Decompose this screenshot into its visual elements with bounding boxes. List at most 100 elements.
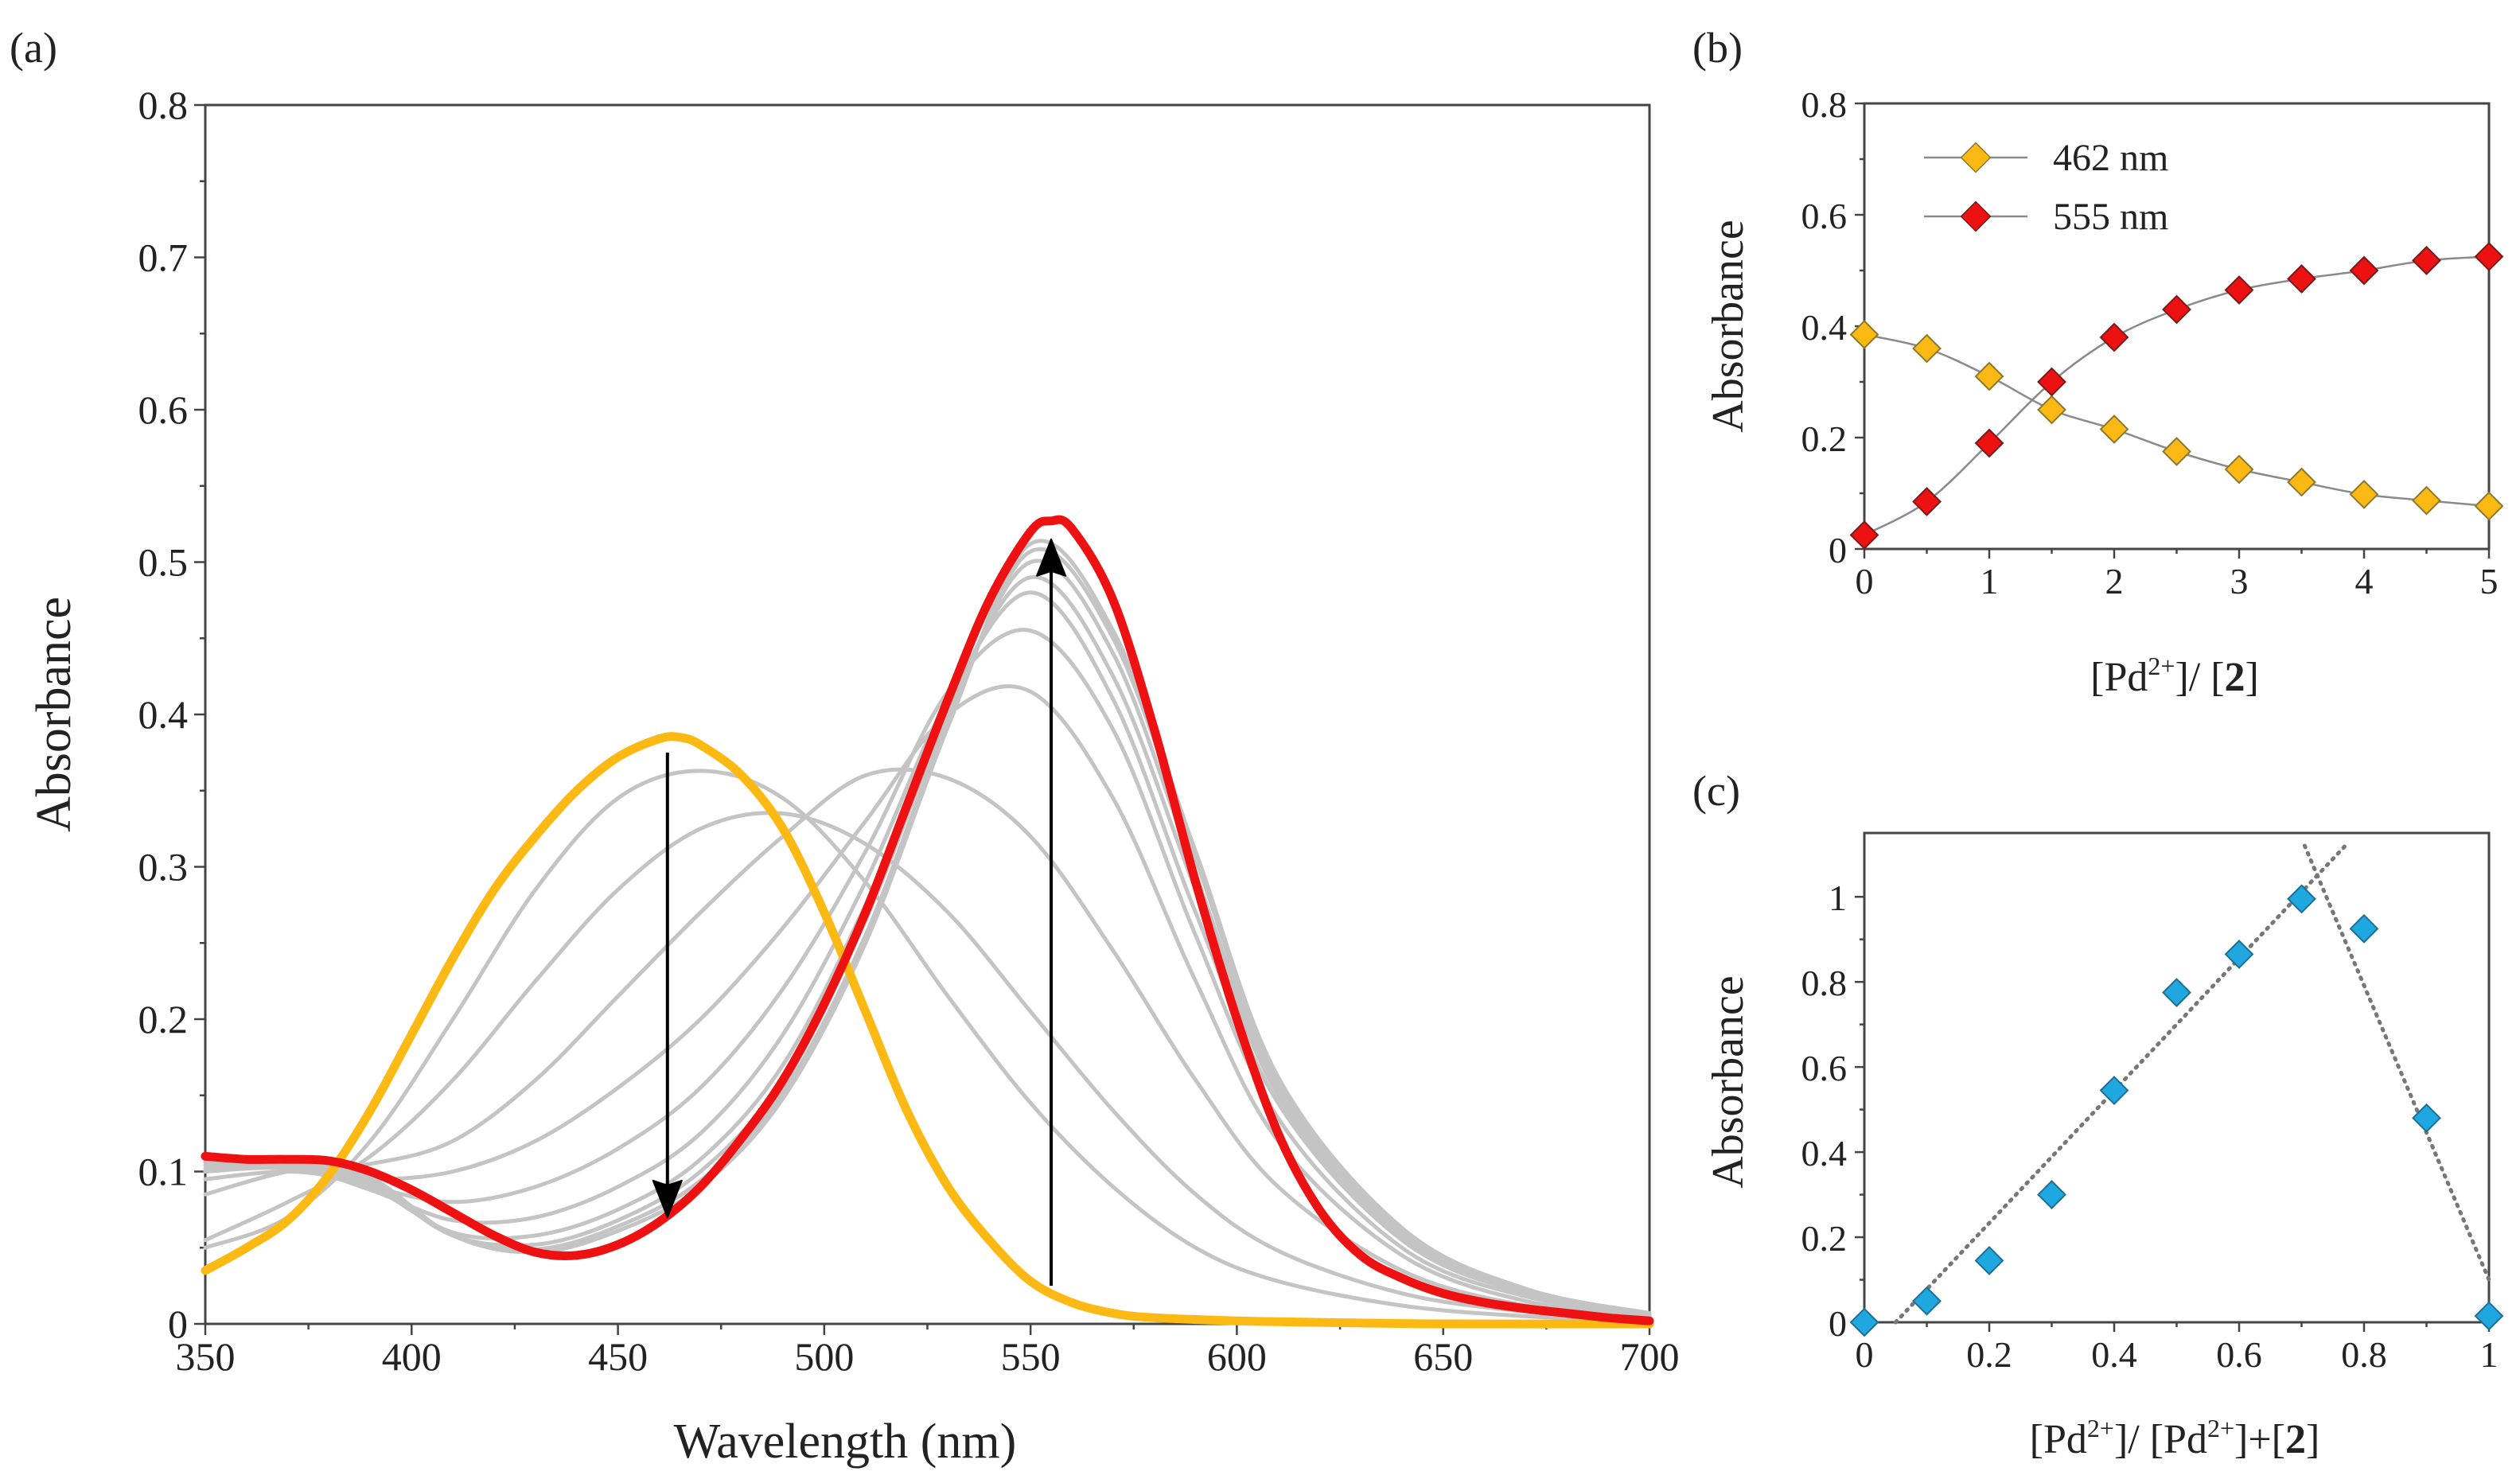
data-point-555-nm bbox=[1912, 487, 1942, 516]
panel-a-series-layer bbox=[201, 515, 1654, 1329]
data-point-555-nm bbox=[2349, 255, 2379, 286]
panel-c-x-tick-label: 0.4 bbox=[2091, 1334, 2137, 1375]
data-point-555-nm bbox=[1974, 428, 2004, 458]
panel-c-x-tick-label: 1 bbox=[2480, 1334, 2499, 1375]
panel-b-x-tick-label: 3 bbox=[2230, 561, 2249, 601]
spectrum-line bbox=[201, 515, 1654, 1325]
panel-c-x-tick-label: 0.2 bbox=[1966, 1334, 2012, 1375]
panel-c-y-tick-label: 0.2 bbox=[1801, 1218, 1848, 1259]
panel-a-y-tick-label: 0.1 bbox=[138, 1150, 189, 1194]
panel-b-y-tick-label: 0.2 bbox=[1801, 418, 1848, 459]
jobs-data-point bbox=[2287, 884, 2316, 914]
panel-a-x-tick-label: 600 bbox=[1207, 1334, 1267, 1379]
data-point-462-nm bbox=[2099, 415, 2129, 444]
jobs-data-point bbox=[2224, 939, 2254, 969]
panel-b-ticks bbox=[1855, 102, 2491, 559]
panel-c-x-tick-label: 0 bbox=[1856, 1334, 1874, 1375]
panel-a-y-tick-label: 0.2 bbox=[138, 997, 189, 1041]
data-point-462-nm bbox=[2224, 454, 2254, 485]
jobs-data-point bbox=[2099, 1076, 2129, 1105]
panel-a-x-tick-label: 350 bbox=[176, 1334, 236, 1379]
panel-b-x-axis-title: [Pd2+]/ [2] bbox=[2090, 652, 2259, 700]
panel-a-arrows bbox=[652, 538, 1067, 1286]
increase-arrow-head bbox=[1036, 538, 1067, 577]
data-point-555-nm bbox=[2412, 245, 2441, 275]
data-point-462-nm bbox=[2287, 467, 2316, 497]
panel-a-y-tick-label: 0.4 bbox=[138, 692, 189, 737]
data-point-462-nm bbox=[1974, 361, 2004, 391]
spectrum-line bbox=[203, 590, 1652, 1317]
panel-c-x-tick-label: 0.6 bbox=[2216, 1334, 2262, 1375]
panel-b-label: (b) bbox=[1692, 24, 1743, 72]
panel-c-points-layer bbox=[1849, 884, 2504, 1337]
data-point-555-nm bbox=[2287, 264, 2316, 294]
spectrum-line bbox=[201, 732, 1654, 1329]
panel-a-y-tick-labels: 0 0.1 0.2 0.3 0.4 0.5 0.6 0.7 0.8 bbox=[138, 83, 189, 1346]
jobs-data-point bbox=[1912, 1286, 1942, 1316]
panel-b-series-layer bbox=[1849, 242, 2504, 550]
panel-a-plot-frame bbox=[204, 103, 1651, 1325]
panel-a-y-tick-label: 0.3 bbox=[138, 845, 189, 889]
data-point-462-nm bbox=[1849, 320, 1879, 349]
spectrum-line bbox=[203, 574, 1652, 1316]
panel-a-y-tick-label: 0.6 bbox=[138, 387, 189, 432]
panel-b-y-tick-label: 0.6 bbox=[1801, 196, 1848, 236]
panel-a-x-tick-label: 450 bbox=[588, 1334, 648, 1379]
panel-a-y-tick-label: 0.7 bbox=[138, 235, 189, 280]
data-point-462-nm bbox=[2412, 485, 2441, 516]
panel-a-spectra-chart: (a) 0 0.1 0.2 0.3 0.4 0.5 0.6 0.7 0.8 35… bbox=[10, 24, 1680, 1469]
panel-b-x-tick-label: 0 bbox=[1856, 561, 1874, 601]
panel-a-label: (a) bbox=[10, 24, 57, 72]
panel-a-x-tick-label: 700 bbox=[1620, 1334, 1680, 1379]
panel-a-x-tick-label: 550 bbox=[1001, 1334, 1061, 1379]
jobs-data-point bbox=[2349, 913, 2379, 944]
panel-c-x-axis-title: [Pd2+]/ [Pd2+]+[2] bbox=[2030, 1414, 2320, 1462]
panel-c-plot-frame bbox=[1863, 831, 2491, 1324]
legend-462-label: 462 nm bbox=[2053, 137, 2168, 179]
legend-555-marker bbox=[1960, 200, 1992, 232]
spectrum-line bbox=[203, 767, 1652, 1320]
data-point-462-nm bbox=[1912, 333, 1942, 364]
data-point-555-nm bbox=[1849, 520, 1879, 550]
panel-c-y-tick-label: 0.8 bbox=[1801, 963, 1848, 1003]
panel-c-y-tick-labels: 0 0.2 0.4 0.6 0.8 1 bbox=[1801, 878, 1848, 1344]
panel-a-x-tick-label: 650 bbox=[1413, 1334, 1473, 1379]
spectrum-line bbox=[203, 628, 1652, 1317]
panel-c-y-tick-label: 0 bbox=[1829, 1303, 1847, 1344]
panel-c-label: (c) bbox=[1692, 767, 1740, 815]
data-point-555-nm bbox=[2099, 322, 2129, 352]
spectrum-line bbox=[203, 769, 1652, 1323]
panel-b-y-axis-title: Absorbance bbox=[1704, 220, 1753, 432]
series-line-462-nm bbox=[1864, 333, 2490, 508]
data-point-555-nm bbox=[2474, 242, 2504, 271]
panel-b-titration-chart: (b) 0 0.2 0.4 0.6 0.8 0 1 2 3 4 5 462 nm… bbox=[1692, 24, 2504, 700]
panel-a-y-axis-title: Absorbance bbox=[27, 597, 81, 832]
jobs-data-point bbox=[1974, 1246, 2004, 1275]
spectrum-line bbox=[203, 539, 1652, 1316]
jobs-data-point bbox=[1849, 1307, 1879, 1337]
panel-c-x-tick-labels: 0 0.2 0.4 0.6 0.8 1 bbox=[1856, 1334, 2499, 1375]
jobs-data-point bbox=[2037, 1180, 2066, 1209]
panel-b-x-tick-label: 1 bbox=[1981, 561, 1999, 601]
panel-b-plot-frame bbox=[1863, 102, 2491, 551]
panel-a-x-axis-title: Wavelength (nm) bbox=[674, 1415, 1017, 1469]
data-point-555-nm bbox=[2162, 294, 2191, 325]
panel-b-x-tick-label: 2 bbox=[2105, 561, 2124, 601]
fit-line-falling bbox=[2302, 843, 2491, 1283]
panel-c-jobs-plot: (c) 0 0.2 0.4 0.6 0.8 1 0 0.2 0.4 0.6 0.… bbox=[1692, 767, 2504, 1462]
data-point-462-nm bbox=[2349, 479, 2379, 509]
panel-b-x-tick-labels: 0 1 2 3 4 5 bbox=[1856, 561, 2499, 601]
panel-c-y-tick-label: 0.6 bbox=[1801, 1048, 1848, 1088]
legend-462-marker bbox=[1960, 142, 1992, 173]
legend-555-label: 555 nm bbox=[2053, 196, 2168, 238]
panel-a-x-tick-label: 500 bbox=[794, 1334, 854, 1379]
jobs-data-point bbox=[2412, 1103, 2441, 1133]
panel-c-y-axis-title: Absorbance bbox=[1704, 975, 1753, 1188]
panel-b-x-tick-label: 5 bbox=[2480, 561, 2499, 601]
panel-a-y-tick-label: 0.5 bbox=[138, 540, 189, 585]
panel-b-y-tick-labels: 0 0.2 0.4 0.6 0.8 bbox=[1801, 84, 1848, 570]
panel-b-legend: 462 nm 555 nm bbox=[1924, 137, 2168, 238]
data-point-462-nm bbox=[2474, 491, 2504, 521]
panel-c-y-tick-label: 0.4 bbox=[1801, 1133, 1848, 1174]
